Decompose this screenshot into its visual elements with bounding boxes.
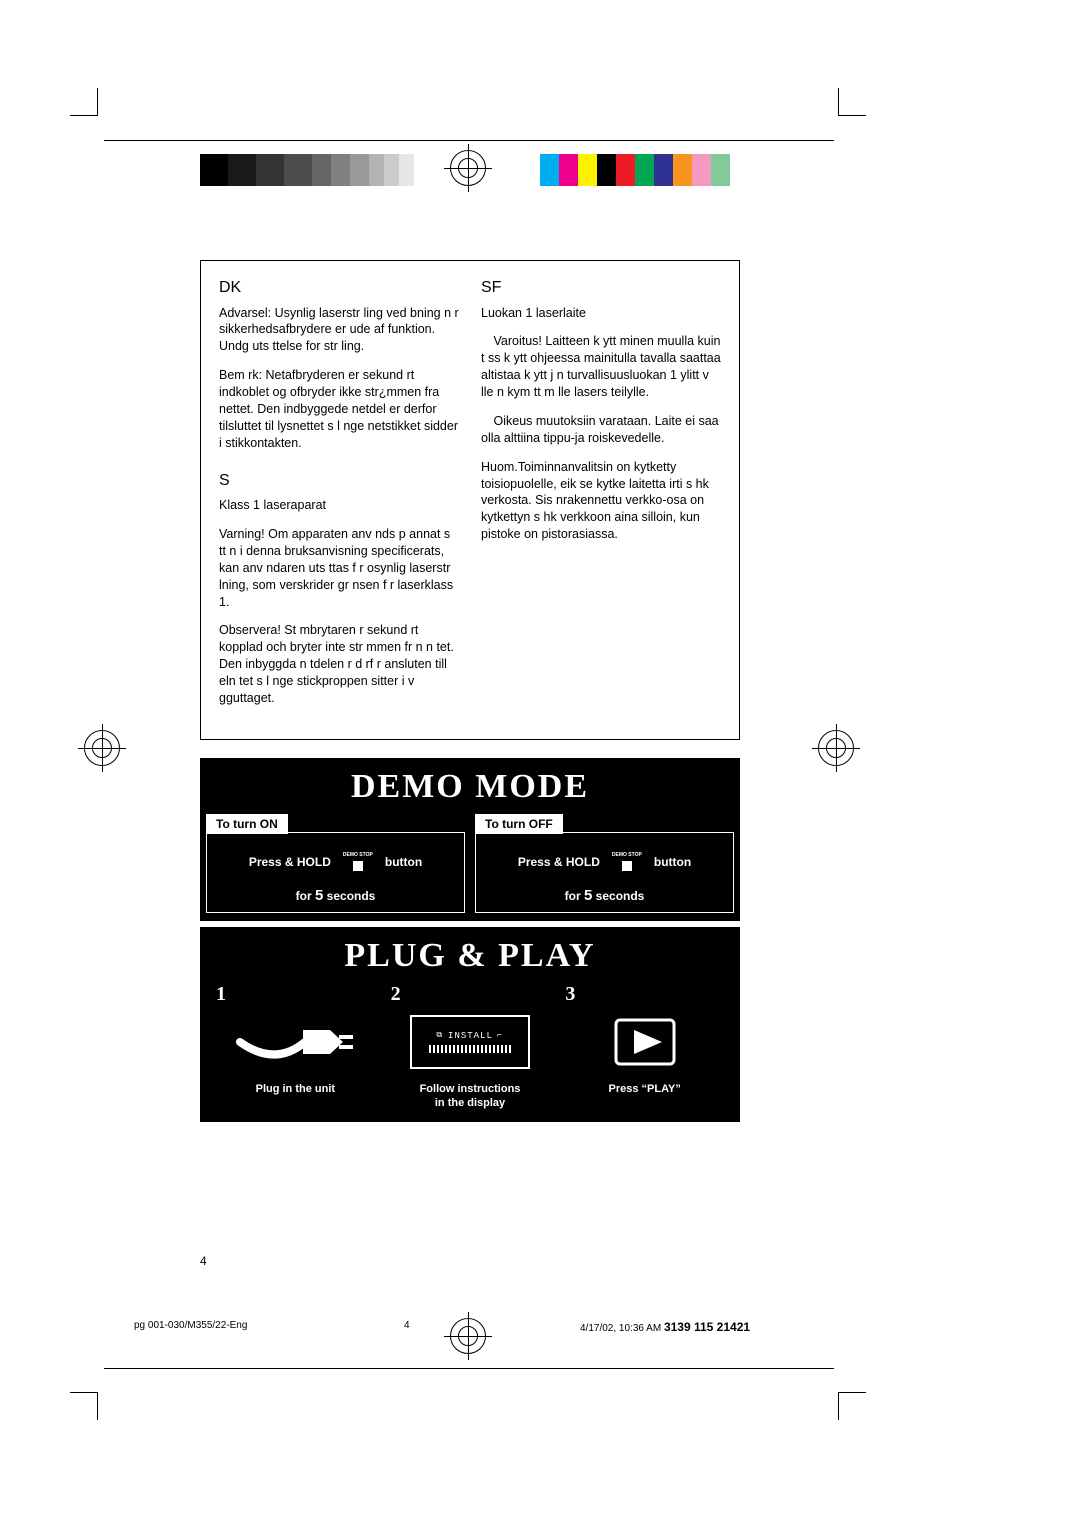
crop-mark [70, 88, 98, 116]
sf-p1: Luokan 1 laserlaite [481, 305, 721, 322]
plug-title: Plug & Play [206, 937, 734, 975]
step-1-caption: Plug in the unit [210, 1082, 381, 1096]
dk-heading: DK [219, 277, 459, 299]
footer-mid: 4 [404, 1320, 410, 1331]
s-p2: Varning! Om apparaten anv nds p annat s … [219, 526, 459, 610]
step-2-caption-b: in the display [435, 1097, 505, 1109]
footer-left: pg 001-030/M355/22-Eng [134, 1320, 247, 1331]
step-2-caption-a: Follow instructions [420, 1083, 521, 1095]
demo-off-cell: To turn OFF Press & HOLD DEMO STOP butto… [475, 814, 734, 913]
step-3: Press “PLAY” [559, 1006, 730, 1111]
step-3-caption: Press “PLAY” [559, 1082, 730, 1096]
page-content: DK Advarsel: Usynlig laserstr ling ved b… [200, 260, 740, 1122]
press-hold-label: Press & HOLD [518, 855, 600, 869]
col-left: DK Advarsel: Usynlig laserstr ling ved b… [219, 277, 459, 719]
step-1: Plug in the unit [210, 1006, 381, 1111]
sf-p2: Varoitus! Laitteen k ytt minen muulla ku… [481, 333, 721, 401]
color-bar [540, 154, 730, 186]
step-num-3: 3 [559, 983, 730, 1006]
dk-p1: Advarsel: Usynlig laserstr ling ved bnin… [219, 305, 459, 356]
registration-mark-icon [84, 730, 120, 766]
button-word: button [385, 855, 422, 869]
play-button-icon [610, 1014, 680, 1070]
trim-line [104, 140, 834, 141]
page-number: 4 [200, 1254, 207, 1268]
demo-stop-button-icon: DEMO STOP [608, 843, 646, 881]
demo-stop-button-icon: DEMO STOP [339, 843, 377, 881]
demo-on-cell: To turn ON Press & HOLD DEMO STOP button… [206, 814, 465, 913]
crop-mark [838, 88, 866, 116]
power-plug-icon [235, 1012, 355, 1072]
s-heading: S [219, 470, 459, 492]
grayscale-bar [200, 154, 414, 186]
col-right: SF Luokan 1 laserlaite Varoitus! Laittee… [481, 277, 721, 719]
warning-box: DK Advarsel: Usynlig laserstr ling ved b… [200, 260, 740, 740]
demo-off-header: To turn OFF [475, 814, 563, 834]
footer-right: 4/17/02, 10:36 AM 3139 115 21421 [580, 1320, 750, 1334]
step-num-1: 1 [210, 983, 381, 1006]
registration-mark-icon [450, 1318, 486, 1354]
button-word: button [654, 855, 691, 869]
press-hold-label: Press & HOLD [249, 855, 331, 869]
sf-heading: SF [481, 277, 721, 299]
crop-mark [838, 1392, 866, 1420]
demo-on-header: To turn ON [206, 814, 288, 834]
s-p1: Klass 1 laseraparat [219, 497, 459, 514]
step-2: ⧉ INSTALL ⌐ Follow instructions in the d… [385, 1006, 556, 1111]
s-p3: Observera! St mbrytaren r sekund rt kopp… [219, 622, 459, 706]
trim-line [104, 1368, 834, 1369]
install-display-icon: ⧉ INSTALL ⌐ [410, 1015, 530, 1069]
sf-p3: Oikeus muutoksiin varataan. Laite ei saa… [481, 413, 721, 447]
registration-mark-icon [818, 730, 854, 766]
plug-play-panel: Plug & Play 1 2 3 Plug in the unit [200, 927, 740, 1123]
sf-p4: Huom.Toiminnanvalitsin on kytketty toisi… [481, 459, 721, 543]
registration-mark-icon [450, 150, 486, 186]
demo-mode-panel: Demo Mode To turn ON Press & HOLD DEMO S… [200, 758, 740, 921]
step-num-2: 2 [385, 983, 556, 1006]
crop-mark [70, 1392, 98, 1420]
demo-title: Demo Mode [206, 768, 734, 806]
dk-p2: Bem rk: Netafbryderen er sekund rt indko… [219, 367, 459, 451]
